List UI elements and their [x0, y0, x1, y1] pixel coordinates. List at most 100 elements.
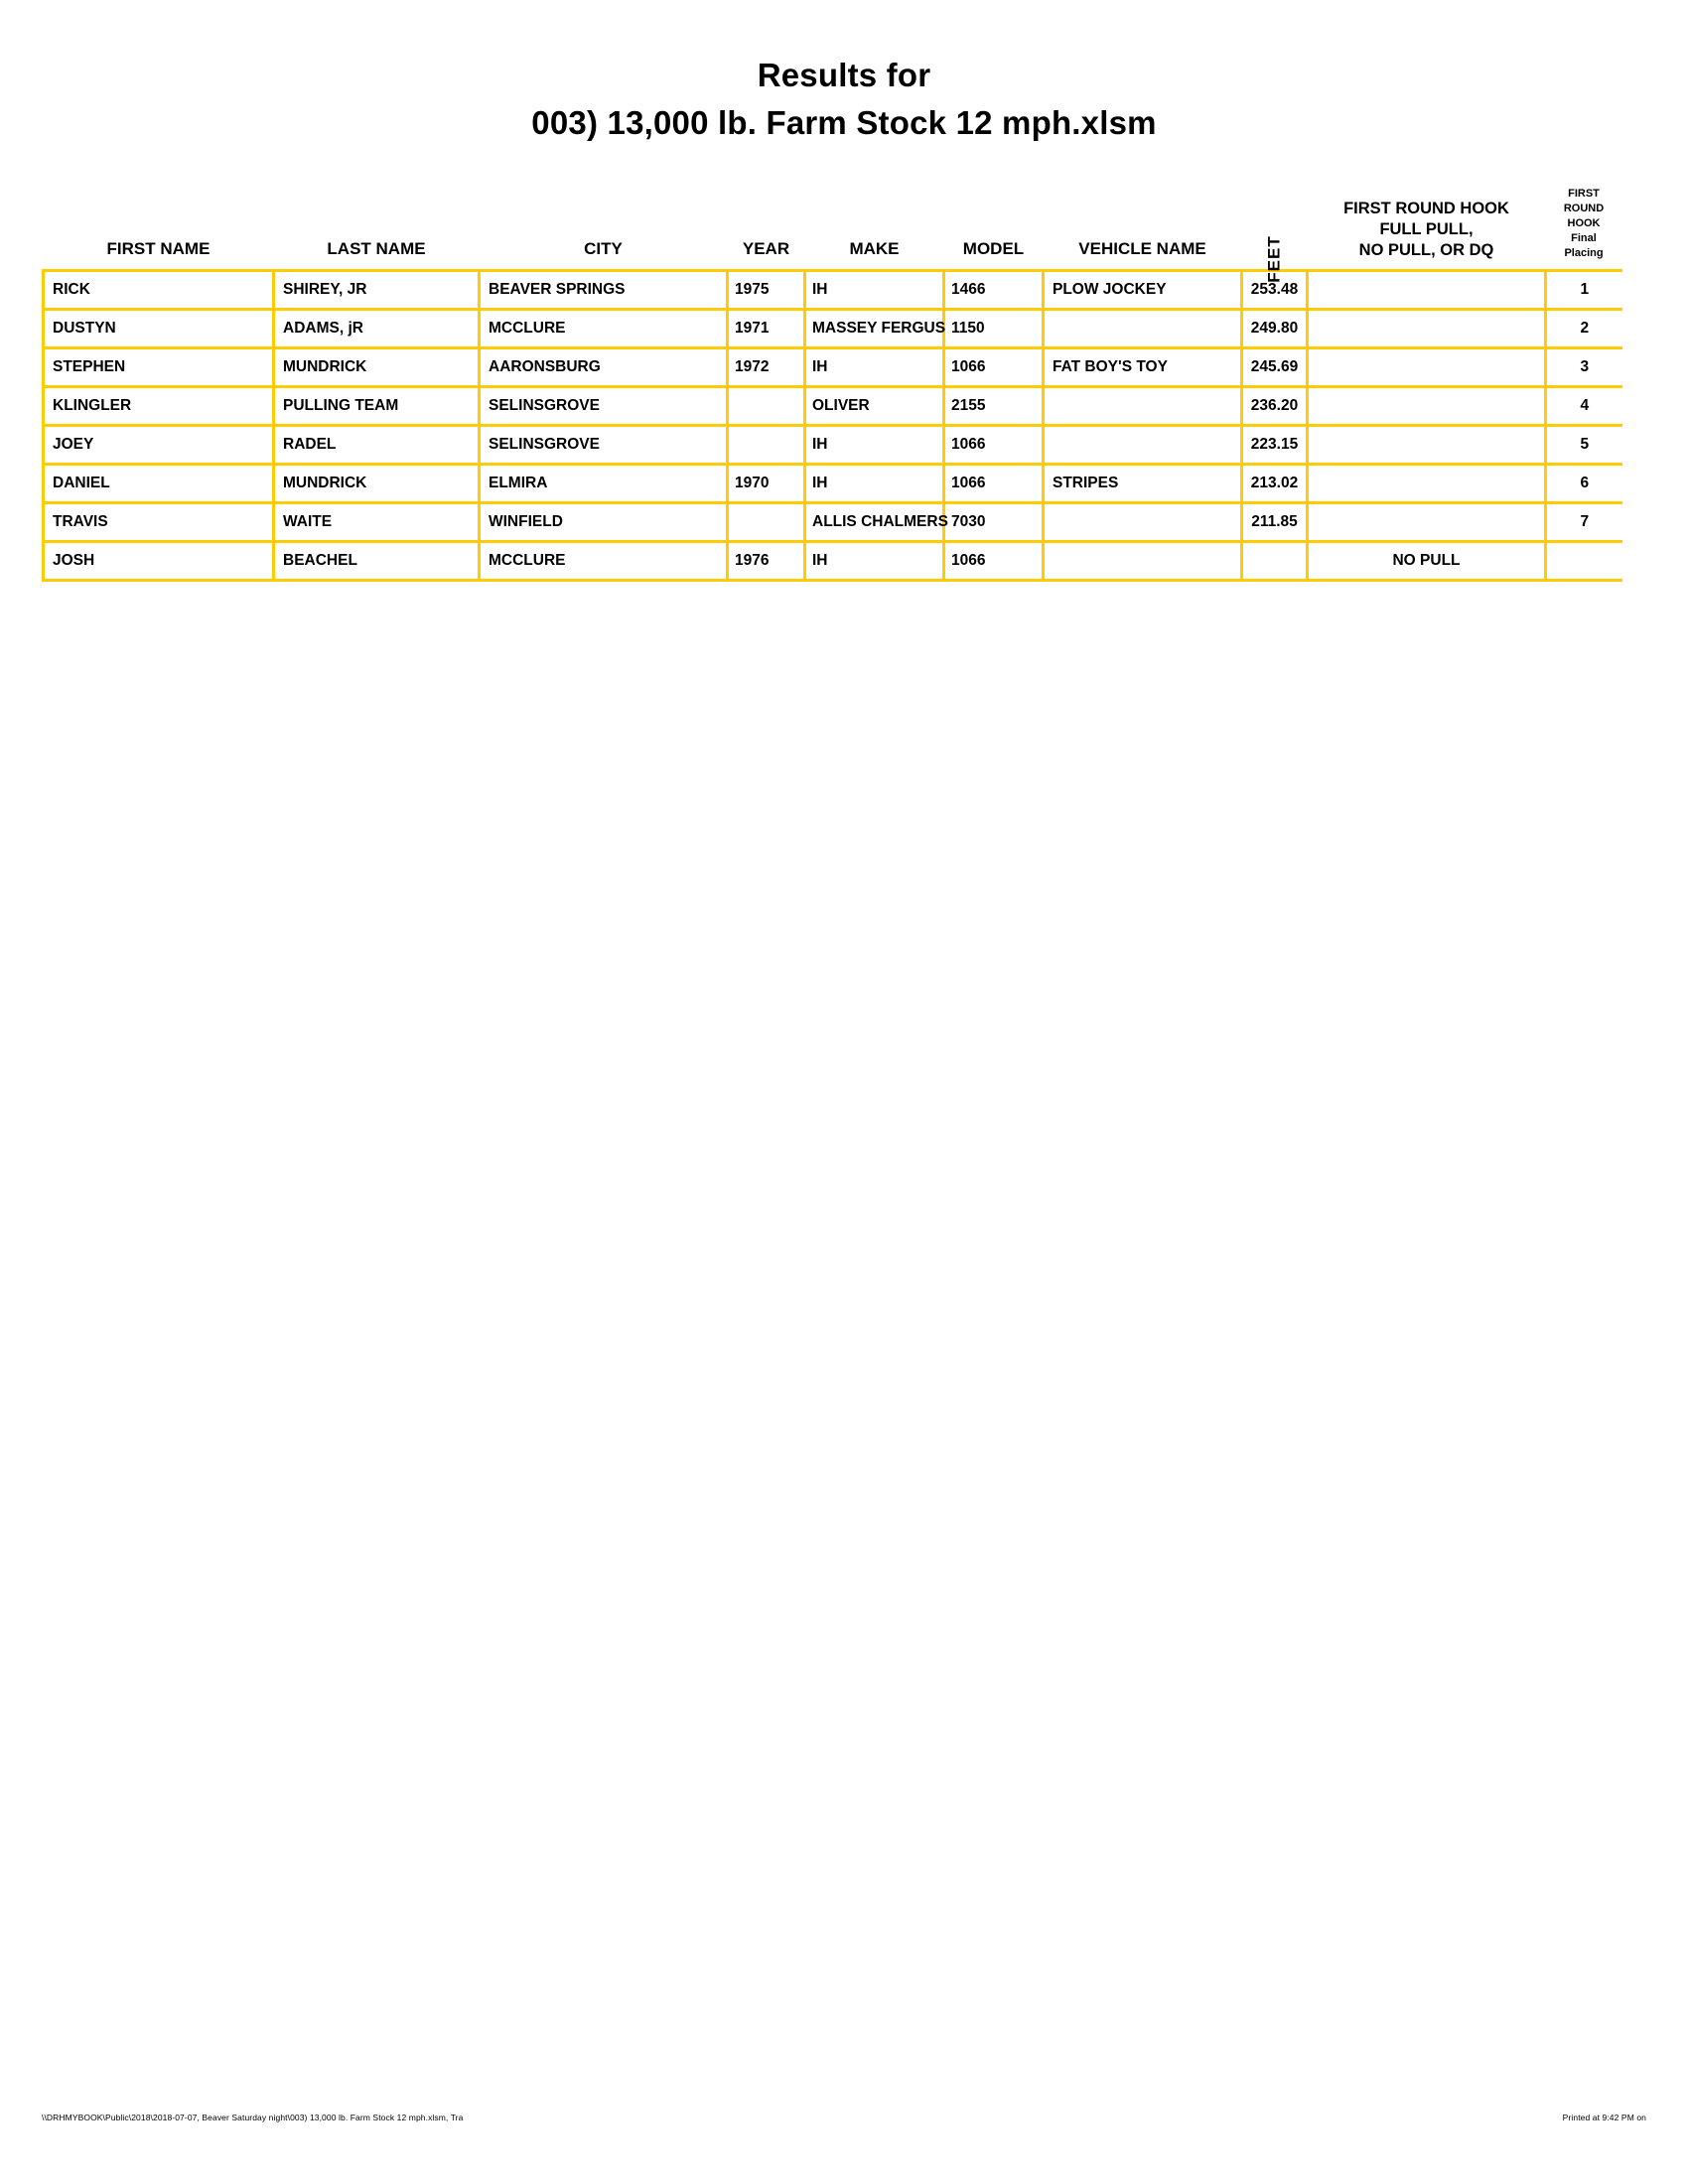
cell-last-name: MUNDRICK: [272, 463, 481, 504]
cell-first-name: DUSTYN: [42, 308, 275, 349]
cell-first-round-hook: [1306, 501, 1547, 543]
cell-final-placing: 2: [1544, 308, 1622, 349]
cell-final-placing: 6: [1544, 463, 1622, 504]
cell-city: ELMIRA: [478, 463, 729, 504]
column-header-vehicle-name: VEHICLE NAME: [1043, 187, 1242, 271]
cell-year: 1976: [726, 540, 806, 582]
table-row: STEPHEN MUNDRICK AARONSBURG 1972 IH 1066…: [42, 346, 1622, 388]
cell-city: WINFIELD: [478, 501, 729, 543]
cell-year: 1970: [726, 463, 806, 504]
cell-last-name: SHIREY, JR: [272, 269, 481, 311]
cell-feet: 213.02: [1240, 463, 1309, 504]
cell-vehicle-name: [1042, 424, 1243, 466]
cell-make: IH: [803, 463, 945, 504]
table-row: JOEY RADEL SELINSGROVE IH 1066 223.15 5: [42, 424, 1622, 466]
cell-first-name: STEPHEN: [42, 346, 275, 388]
cell-final-placing: 7: [1544, 501, 1622, 543]
cell-year: [726, 424, 806, 466]
cell-first-round-hook: [1306, 308, 1547, 349]
cell-model: 1066: [942, 540, 1045, 582]
cell-make: MASSEY FERGUS: [803, 308, 945, 349]
cell-feet: 249.80: [1240, 308, 1309, 349]
page-footer: \\DRHMYBOOK\Public\2018\2018-07-07, Beav…: [0, 2113, 1688, 2136]
results-table-wrapper: FIRST NAME LAST NAME CITY YEAR MAKE MODE…: [42, 187, 1622, 582]
cell-model: 1066: [942, 424, 1045, 466]
final-placing-line-3: Final Placing: [1564, 232, 1604, 259]
cell-make: IH: [803, 540, 945, 582]
cell-feet: 211.85: [1240, 501, 1309, 543]
cell-first-name: KLINGLER: [42, 385, 275, 427]
cell-feet: 245.69: [1240, 346, 1309, 388]
cell-make: ALLIS CHALMERS: [803, 501, 948, 543]
cell-make: IH: [803, 424, 945, 466]
cell-first-name: JOEY: [42, 424, 275, 466]
column-header-final-placing: FIRST ROUND HOOK Final Placing: [1545, 187, 1622, 271]
column-header-city: CITY: [479, 187, 728, 271]
cell-city: MCCLURE: [478, 308, 729, 349]
cell-first-name: DANIEL: [42, 463, 275, 504]
cell-final-placing: 5: [1544, 424, 1622, 466]
cell-city: BEAVER SPRINGS: [478, 269, 729, 311]
table-row: JOSH BEACHEL MCCLURE 1976 IH 1066 NO PUL…: [42, 540, 1622, 582]
cell-first-round-hook: [1306, 463, 1547, 504]
cell-model: 1150: [942, 308, 1045, 349]
cell-last-name: BEACHEL: [272, 540, 481, 582]
cell-vehicle-name: [1042, 540, 1243, 582]
cell-year: 1975: [726, 269, 806, 311]
column-header-make: MAKE: [804, 187, 944, 271]
cell-model: 1066: [942, 346, 1045, 388]
cell-last-name: ADAMS, jR: [272, 308, 481, 349]
cell-model: 1466: [942, 269, 1045, 311]
cell-first-round-hook: NO PULL: [1306, 540, 1547, 582]
table-body: RICK SHIREY, JR BEAVER SPRINGS 1975 IH 1…: [42, 269, 1622, 582]
footer-file-path: \\DRHMYBOOK\Public\2018\2018-07-07, Beav…: [42, 2113, 464, 2122]
cell-final-placing: 1: [1544, 269, 1622, 311]
cell-last-name: WAITE: [272, 501, 481, 543]
column-header-feet: FEET: [1241, 187, 1308, 283]
column-header-first-name: FIRST NAME: [43, 187, 274, 271]
final-placing-line-2: HOOK: [1567, 217, 1601, 229]
cell-feet: 253.48: [1240, 269, 1309, 311]
cell-year: 1971: [726, 308, 806, 349]
first-round-hook-line-2: FULL PULL,: [1379, 220, 1474, 238]
cell-city: SELINSGROVE: [478, 424, 729, 466]
cell-vehicle-name: [1042, 308, 1243, 349]
column-header-year: YEAR: [727, 187, 805, 271]
cell-model: 7030: [942, 501, 1045, 543]
cell-last-name: RADEL: [272, 424, 481, 466]
cell-city: AARONSBURG: [478, 346, 729, 388]
cell-first-round-hook: [1306, 385, 1547, 427]
cell-model: 1066: [942, 463, 1045, 504]
table-header-row: FIRST NAME LAST NAME CITY YEAR MAKE MODE…: [43, 187, 1622, 283]
column-header-last-name: LAST NAME: [273, 187, 480, 271]
column-header-model: MODEL: [943, 187, 1044, 271]
page-title: Results for 003) 13,000 lb. Farm Stock 1…: [0, 0, 1688, 147]
title-line-1: Results for: [757, 57, 931, 93]
first-round-hook-line-3: NO PULL, OR DQ: [1358, 241, 1494, 259]
cell-feet: [1240, 540, 1309, 582]
cell-model: 2155: [942, 385, 1045, 427]
cell-city: SELINSGROVE: [478, 385, 729, 427]
cell-first-name: TRAVIS: [42, 501, 275, 543]
cell-make: IH: [803, 346, 945, 388]
title-line-2: 003) 13,000 lb. Farm Stock 12 mph.xlsm: [531, 104, 1157, 141]
cell-vehicle-name: PLOW JOCKEY: [1042, 269, 1243, 311]
table-row: KLINGLER PULLING TEAM SELINSGROVE OLIVER…: [42, 385, 1622, 427]
cell-final-placing: 3: [1544, 346, 1622, 388]
table-row: DANIEL MUNDRICK ELMIRA 1970 IH 1066 STRI…: [42, 463, 1622, 504]
cell-first-round-hook: [1306, 424, 1547, 466]
first-round-hook-line-1: FIRST ROUND HOOK: [1343, 200, 1509, 217]
table-row: DUSTYN ADAMS, jR MCCLURE 1971 MASSEY FER…: [42, 308, 1622, 349]
cell-first-round-hook: [1306, 346, 1547, 388]
cell-feet: 223.15: [1240, 424, 1309, 466]
table-row: RICK SHIREY, JR BEAVER SPRINGS 1975 IH 1…: [42, 269, 1622, 311]
cell-final-placing: 4: [1544, 385, 1622, 427]
cell-feet: 236.20: [1240, 385, 1309, 427]
cell-first-round-hook: [1306, 269, 1547, 311]
column-header-feet-label: FEET: [1264, 235, 1284, 283]
cell-vehicle-name: [1042, 501, 1243, 543]
footer-printed-timestamp: Printed at 9:42 PM on: [1562, 2113, 1646, 2122]
cell-year: [726, 501, 806, 543]
cell-year: [726, 385, 806, 427]
